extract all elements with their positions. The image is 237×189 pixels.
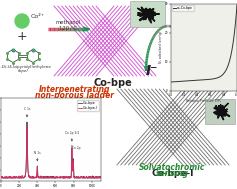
Co-bpe xyxy=(0,176,3,178)
Y-axis label: N₂ adsorbed (cm³/g): N₂ adsorbed (cm³/g) xyxy=(159,31,163,64)
Text: Co 2p: Co 2p xyxy=(72,146,81,150)
Co-bpe-I xyxy=(99,176,102,178)
Co-bpe-I xyxy=(86,177,89,179)
Co-bpe-I xyxy=(60,177,63,179)
Text: 120 °C: 120 °C xyxy=(59,26,77,30)
Co-bpe-I xyxy=(0,177,3,179)
Text: methanol: methanol xyxy=(55,20,81,26)
Co-bpe xyxy=(93,177,96,179)
Text: +: + xyxy=(17,30,27,43)
Co-bpe xyxy=(75,177,78,179)
Polygon shape xyxy=(137,7,160,23)
Text: C 1s: C 1s xyxy=(24,107,30,111)
Line: Co-bpe-I: Co-bpe-I xyxy=(1,126,101,178)
Text: non-porous ladder: non-porous ladder xyxy=(36,91,114,101)
Legend: Co-bpe, Co-bpe-I: Co-bpe, Co-bpe-I xyxy=(77,100,99,111)
FancyBboxPatch shape xyxy=(205,99,235,124)
Text: structure: structure xyxy=(55,98,95,108)
FancyBboxPatch shape xyxy=(130,1,165,27)
Text: (bpe): (bpe) xyxy=(18,69,28,73)
Co-bpe xyxy=(26,121,28,123)
Text: N 1s: N 1s xyxy=(34,151,41,155)
Co-bpe xyxy=(86,177,88,179)
Co-bpe xyxy=(99,177,102,179)
Legend: as-Co-bpe: as-Co-bpe xyxy=(172,5,194,11)
Co-bpe-I xyxy=(64,176,66,179)
Co-bpe-I xyxy=(76,177,78,179)
Text: sensing: sensing xyxy=(155,170,188,178)
Text: Solvatochromic: Solvatochromic xyxy=(139,163,205,171)
Text: 1,2-Di-(4-bipyridyl)ethylene: 1,2-Di-(4-bipyridyl)ethylene xyxy=(0,65,51,69)
Co-bpe-I xyxy=(58,176,61,178)
Co-bpe xyxy=(63,176,66,178)
Text: Co²⁺: Co²⁺ xyxy=(31,13,45,19)
Co-bpe-I xyxy=(26,125,28,128)
Co-bpe xyxy=(60,176,63,178)
Co-bpe xyxy=(58,177,60,179)
Text: Co 2p 3/2: Co 2p 3/2 xyxy=(65,131,79,135)
Circle shape xyxy=(15,14,29,28)
Line: Co-bpe: Co-bpe xyxy=(1,122,101,178)
Text: Interpenetrating: Interpenetrating xyxy=(39,84,111,94)
Co-bpe-I xyxy=(5,177,7,179)
Text: I⁻: I⁻ xyxy=(146,64,158,78)
Co-bpe xyxy=(6,177,9,179)
Text: Co-bpe: Co-bpe xyxy=(94,78,132,88)
Polygon shape xyxy=(214,103,230,120)
Text: Co-bpe-I: Co-bpe-I xyxy=(152,169,194,177)
X-axis label: Relative Pressure P/P₀: Relative Pressure P/P₀ xyxy=(186,99,221,103)
Co-bpe-I xyxy=(6,176,9,179)
